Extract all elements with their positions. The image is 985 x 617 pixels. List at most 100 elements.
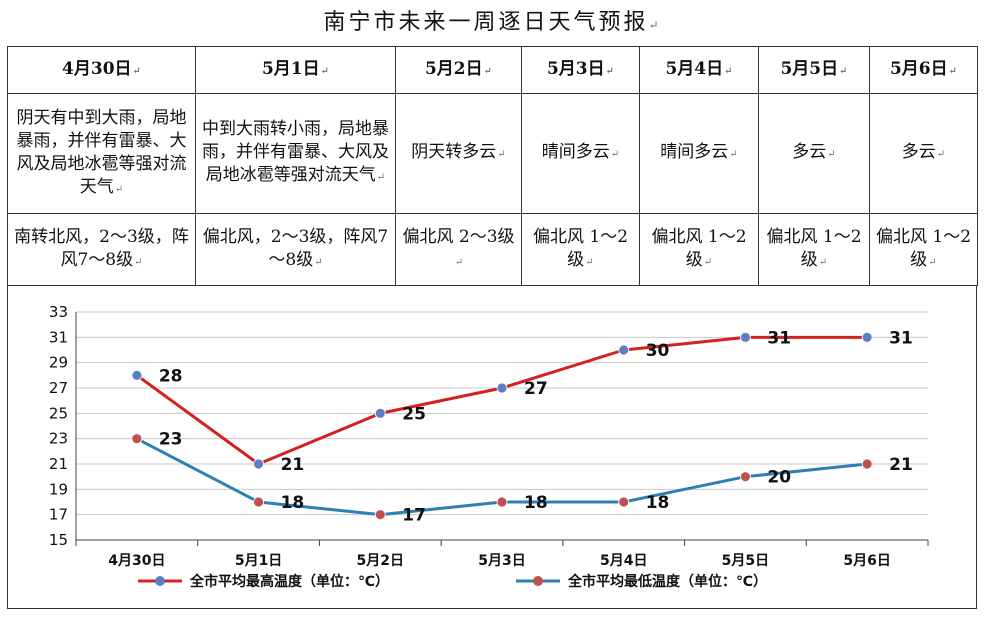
weather-cell: 多云↵ — [758, 93, 870, 215]
x-tick-label: 5月3日 — [478, 553, 525, 569]
x-tick-label: 5月2日 — [357, 553, 404, 569]
forecast-table: 4月30日↵ 5月1日↵ 5月2日↵ 5月3日↵ 5月4日↵ 5月5日↵ 5月6日↵ 阴天有… — [7, 45, 978, 286]
paragraph-mark: ↵ — [936, 149, 946, 161]
y-tick-label: 33 — [49, 303, 68, 321]
series-2-data-label: 17 — [402, 506, 426, 526]
wind-text: 偏北风 2～3级 — [402, 226, 515, 247]
wind-cell: 偏北风 2～3级 ↵ — [395, 213, 522, 286]
date-cell: 4月30日↵ — [7, 45, 196, 95]
date-text: 5月1日 — [261, 58, 320, 79]
paragraph-mark: ↵ — [585, 256, 594, 268]
weather-text: 多云 — [901, 142, 936, 163]
series-1-point — [253, 458, 264, 470]
y-tick-label: 25 — [49, 404, 68, 422]
series-2-data-label: 23 — [159, 430, 183, 450]
title-text: 南宁市未来一周逐日天气预报 — [323, 10, 649, 35]
date-text: 5月3日 — [546, 58, 605, 79]
paragraph-mark: ↵ — [134, 256, 143, 268]
date-text: 5月4日 — [665, 58, 724, 79]
paragraph-mark: ↵ — [605, 65, 615, 77]
x-tick-label: 4月30日 — [108, 553, 165, 569]
weather-text: 晴间多云 — [660, 142, 729, 163]
paragraph-mark: ↵ — [483, 65, 493, 77]
series-1-data-label: 31 — [767, 328, 791, 348]
series-2-point — [618, 496, 630, 508]
wind-text: 偏北风 1～2级 — [651, 226, 747, 270]
wind-text: 偏北风 1～2级 — [532, 226, 629, 270]
wind-cell: 偏北风 1～2级↵ — [758, 213, 870, 286]
weather-text: 阴天有中到大雨，局地暴雨，并伴有雷暴、大风及局地冰雹等强对流天气 — [16, 107, 187, 197]
y-tick-label: 27 — [49, 379, 68, 397]
weather-text: 晴间多云 — [541, 142, 610, 163]
series-1-data-label: 25 — [402, 404, 426, 424]
y-tick-label: 21 — [49, 455, 68, 473]
y-tick-label: 31 — [49, 328, 68, 346]
x-tick-label: 5月6日 — [843, 553, 890, 569]
paragraph-mark: ↵ — [729, 149, 738, 161]
series-1-point — [131, 369, 143, 381]
series-2-data-label: 21 — [889, 455, 913, 475]
series-1-data-label: 21 — [281, 455, 305, 475]
wind-text: 偏北风 1～2级 — [766, 226, 862, 270]
wind-text: 南转北风，2～3级，阵风7～8级 — [14, 226, 189, 270]
series-1-point — [496, 382, 508, 394]
series-2-data-label: 18 — [524, 493, 548, 513]
date-text: 4月30日 — [62, 58, 132, 79]
date-cell: 5月2日↵ — [395, 45, 522, 95]
series-1-data-label: 27 — [524, 379, 548, 399]
paragraph-mark: ↵ — [839, 65, 848, 77]
chart-area: 15 17 19 21 23 25 27 29 31 33 4月30日 5月1日 5月2日 5月3日 5月4… — [7, 286, 977, 609]
weather-cell: 阴天有中到大雨，局地暴雨，并伴有雷暴、大风及局地冰雹等强对流天气↵ — [7, 93, 196, 215]
weather-cell: 晴间多云↵ — [521, 93, 640, 215]
y-tick-label: 23 — [49, 430, 68, 448]
legend-marker-2 — [533, 576, 543, 586]
series-2-point — [496, 496, 508, 508]
wind-cell: 偏北风 1～2级↵ — [869, 213, 978, 286]
weather-text: 中到大雨转小雨，局地暴雨，并伴有雷暴、大风及局地冰雹等强对流天气 — [202, 119, 389, 186]
date-cell: 5月1日↵ — [195, 45, 396, 95]
weather-cell: 多云↵ — [869, 93, 978, 215]
series-1-data-label: 30 — [646, 341, 670, 361]
weather-text: 阴天转多云 — [411, 142, 497, 163]
series-2-point — [740, 471, 751, 483]
paragraph-mark: ↵ — [114, 183, 124, 195]
x-tick-label: 5月5日 — [722, 553, 769, 569]
series-1-point — [861, 331, 873, 343]
paragraph-mark: ↵ — [320, 65, 330, 77]
y-tick-label: 29 — [49, 354, 68, 372]
x-tick-label: 5月1日 — [235, 553, 282, 569]
paragraph-mark: ↵ — [314, 256, 323, 268]
paragraph-mark: ↵ — [497, 149, 506, 161]
paragraph-mark: ↵ — [454, 256, 464, 268]
paragraph-mark: ↵ — [724, 65, 733, 77]
paragraph-mark: ↵ — [376, 172, 386, 184]
wind-cell: 偏北风 1～2级↵ — [521, 213, 640, 286]
series-1-point — [374, 407, 386, 419]
series-2-point — [253, 496, 264, 508]
paragraph-mark: ↵ — [827, 149, 836, 161]
paragraph-mark: ↵ — [132, 65, 141, 77]
wind-row: 南转北风，2～3级，阵风7～8级↵ 偏北风，2～3级，阵风7～8级↵ 偏北风 2～3… — [7, 213, 978, 286]
date-text: 5月5日 — [780, 58, 839, 79]
series-line-1 — [135, 335, 868, 466]
legend-label-2: 全市平均最低温度（单位：℃） — [567, 573, 767, 590]
weather-text: 多云 — [792, 142, 827, 163]
series-2-point — [131, 433, 143, 445]
series-2-data-label: 18 — [646, 493, 670, 513]
paragraph-mark: ↵ — [948, 65, 958, 77]
paragraph-mark: ↵ — [928, 256, 937, 268]
wind-text: 偏北风 1～2级 — [875, 226, 972, 270]
legend-label-1: 全市平均最高温度（单位：℃） — [189, 573, 389, 590]
legend-marker-1 — [155, 576, 165, 586]
page-title: 南宁市未来一周逐日天气预报↵ — [0, 4, 985, 36]
weather-row: 阴天有中到大雨，局地暴雨，并伴有雷暴、大风及局地冰雹等强对流天气↵ 中到大雨转小雨… — [7, 93, 978, 215]
series-2-point — [374, 509, 386, 521]
series-2-data-label: 18 — [281, 493, 305, 513]
series-1-point — [618, 344, 630, 356]
series-2-point — [861, 458, 873, 470]
date-cell: 5月6日↵ — [869, 45, 978, 95]
date-text: 5月6日 — [889, 58, 948, 79]
series-2-data-label: 20 — [767, 468, 791, 488]
series-1-data-label: 31 — [889, 328, 913, 348]
date-text: 5月2日 — [424, 58, 483, 79]
